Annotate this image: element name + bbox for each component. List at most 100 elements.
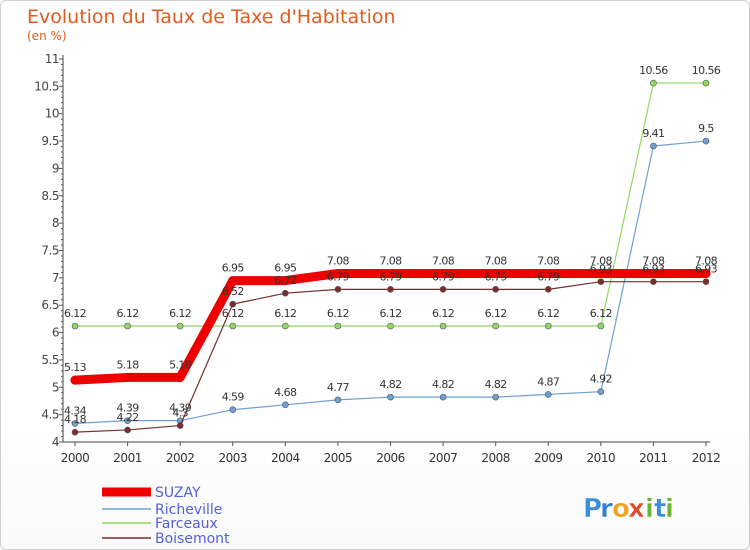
y-tick-label: 4 — [52, 435, 59, 449]
data-point — [597, 278, 605, 285]
y-tick-label: 10.5 — [34, 79, 59, 93]
data-point — [229, 322, 237, 330]
data-label: 7.08 — [695, 254, 718, 267]
data-label: 6.12 — [537, 307, 559, 320]
data-label: 4.82 — [379, 378, 401, 391]
data-point — [282, 401, 289, 409]
data-point — [124, 322, 131, 330]
data-point — [702, 278, 710, 285]
x-tick-label: 2003 — [218, 451, 247, 465]
data-label: 7.08 — [642, 254, 665, 267]
data-point — [123, 372, 133, 382]
data-label: 4.77 — [327, 381, 350, 394]
data-label: 6.12 — [64, 307, 86, 320]
data-point — [387, 322, 394, 330]
data-label: 6.79 — [537, 270, 560, 283]
logo-letter: r — [600, 494, 613, 524]
data-label: 6.72 — [274, 274, 296, 287]
data-label: 4.34 — [64, 404, 87, 417]
data-label: 6.95 — [274, 262, 297, 275]
data-label: 6.79 — [327, 270, 350, 283]
data-point — [70, 375, 80, 385]
y-tick-label: 5.5 — [41, 353, 59, 367]
data-point — [650, 79, 657, 87]
data-point — [702, 137, 710, 145]
y-tick-label: 6 — [52, 326, 59, 340]
data-label: 4.22 — [117, 411, 139, 424]
data-point — [334, 322, 342, 330]
data-label: 4.59 — [222, 391, 245, 404]
data-point — [492, 286, 499, 293]
data-label: 6.12 — [327, 307, 349, 320]
data-label: 7.08 — [432, 254, 455, 267]
data-point — [597, 388, 605, 395]
x-tick-label: 2011 — [639, 451, 668, 465]
y-tick-label: 10 — [45, 107, 59, 121]
data-point — [176, 322, 184, 330]
x-tick-label: 2005 — [324, 451, 353, 465]
data-label: 6.12 — [117, 307, 139, 320]
data-label: 6.79 — [485, 270, 508, 283]
data-point — [229, 300, 237, 308]
data-point — [334, 286, 342, 293]
data-label: 10.56 — [639, 64, 668, 77]
data-point — [544, 286, 552, 293]
data-point — [702, 79, 710, 87]
data-label: 7.08 — [379, 254, 402, 267]
y-tick-label: 7 — [52, 271, 59, 285]
logo-letter: i — [665, 494, 674, 524]
x-tick-label: 2010 — [587, 451, 616, 465]
data-point — [439, 393, 447, 401]
data-point — [282, 289, 289, 297]
data-label: 7.08 — [590, 254, 613, 267]
y-tick-label: 6.5 — [41, 298, 59, 312]
data-label: 7.08 — [327, 254, 350, 267]
data-point — [280, 276, 290, 286]
logo-letter: i — [645, 494, 654, 524]
data-label: 4.87 — [537, 375, 560, 388]
data-point — [333, 268, 343, 278]
data-label: 9.41 — [642, 127, 664, 140]
data-label: 6.52 — [222, 285, 244, 298]
data-label: 6.79 — [379, 270, 402, 283]
data-label: 6.12 — [485, 307, 507, 320]
data-label: 4.82 — [432, 378, 454, 391]
x-tick-label: 2008 — [481, 451, 510, 465]
data-label: 6.93 — [590, 263, 613, 276]
data-point — [334, 396, 342, 404]
data-label: 4.82 — [485, 378, 507, 391]
y-tick-label: 8 — [52, 216, 59, 230]
x-tick-label: 2006 — [376, 451, 405, 465]
logo-letter: x — [628, 494, 645, 524]
data-label: 6.79 — [432, 270, 455, 283]
data-label: 6.12 — [274, 307, 296, 320]
data-point — [71, 420, 79, 427]
legend-label-farceaux: Farceaux — [155, 516, 218, 532]
data-point — [492, 393, 499, 401]
data-point — [229, 406, 237, 414]
data-point — [650, 278, 657, 285]
logo-letter: o — [612, 494, 630, 524]
data-label: 4.92 — [590, 373, 612, 386]
data-label: 5.18 — [169, 358, 192, 371]
data-label: 6.12 — [432, 307, 454, 320]
data-label: 10.56 — [692, 64, 721, 77]
data-point — [438, 268, 448, 278]
data-label: 6.95 — [222, 262, 245, 275]
data-label: 4.39 — [169, 402, 192, 415]
y-tick-label: 4.5 — [41, 408, 59, 422]
legend-label-boisemont: Boisemont — [155, 531, 230, 547]
data-point — [124, 426, 131, 434]
chart-subtitle: (en %) — [27, 29, 67, 43]
x-tick-label: 2002 — [166, 451, 195, 465]
y-tick-label: 11 — [45, 52, 59, 66]
data-point — [71, 428, 79, 436]
x-tick-label: 2009 — [534, 451, 563, 465]
data-label: 4.18 — [64, 413, 87, 426]
data-label: 9.5 — [698, 122, 714, 135]
series-suzay — [70, 268, 711, 385]
data-label: 6.12 — [379, 307, 401, 320]
data-label: 4.39 — [117, 402, 140, 415]
data-point — [387, 286, 394, 293]
data-point — [648, 268, 658, 278]
